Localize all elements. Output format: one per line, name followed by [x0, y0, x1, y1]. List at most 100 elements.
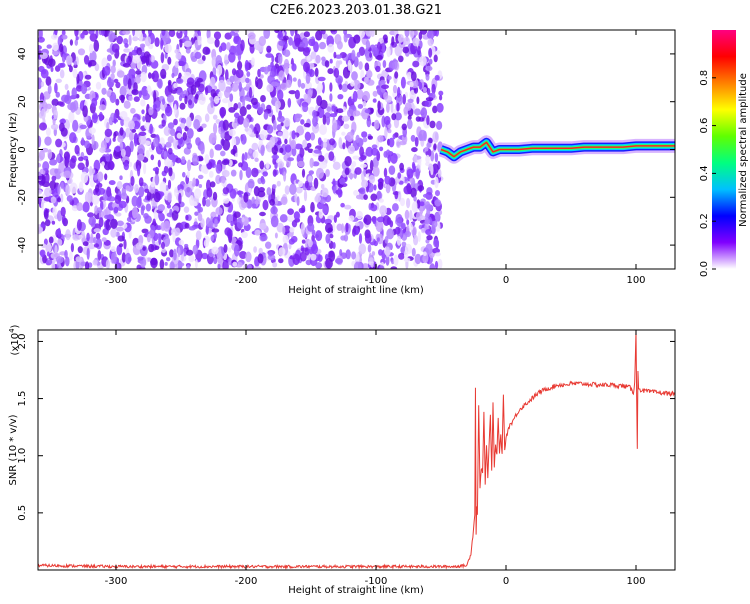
noise-blob: [63, 170, 72, 179]
noise-blob: [70, 243, 74, 253]
noise-blob: [317, 82, 323, 93]
noise-blob: [60, 206, 66, 217]
noise-blob: [169, 261, 175, 269]
colorbar: 0.0 0.2 0.4 0.6 0.8 Normalized spectral ampl…: [699, 30, 749, 277]
noise-blob: [81, 137, 85, 146]
noise-blob: [176, 78, 184, 84]
noise-blob: [432, 105, 438, 114]
noise-blob: [233, 211, 241, 218]
noise-blob: [123, 100, 131, 109]
noise-blob: [304, 131, 311, 141]
noise-blob: [130, 107, 136, 114]
noise-blob: [384, 175, 391, 185]
noise-blob: [101, 57, 108, 69]
noise-blob: [88, 216, 96, 226]
noise-blob: [138, 186, 145, 198]
noise-blob: [214, 38, 220, 48]
noise-blob: [304, 81, 313, 90]
noise-blob: [79, 124, 87, 130]
snr-x-axis-label: Height of straight line (km): [288, 585, 424, 596]
noise-blob: [178, 239, 184, 246]
noise-blob: [177, 247, 181, 258]
noise-blob: [316, 167, 324, 179]
noise-blob: [349, 98, 355, 104]
noise-blob: [85, 159, 89, 168]
noise-blob: [418, 81, 423, 90]
noise-blob: [266, 124, 274, 134]
noise-blob: [394, 190, 399, 200]
y-tick-label: 2.0: [17, 333, 28, 349]
noise-blob: [367, 244, 372, 253]
noise-blob: [426, 30, 435, 40]
noise-blob: [375, 65, 381, 73]
noise-blob: [373, 240, 378, 247]
noise-blob: [366, 70, 373, 79]
noise-blob: [47, 84, 52, 95]
noise-blob: [116, 181, 123, 190]
noise-blob: [343, 234, 349, 242]
noise-blob: [132, 30, 136, 37]
noise-blob: [312, 161, 320, 167]
noise-blob: [392, 133, 396, 140]
noise-blob: [76, 219, 82, 231]
noise-blob: [110, 246, 116, 253]
noise-blob: [378, 265, 385, 269]
noise-blob: [322, 33, 328, 40]
noise-blob: [173, 118, 178, 126]
noise-blob: [369, 52, 373, 58]
noise-blob: [276, 195, 280, 200]
noise-blob: [301, 37, 309, 49]
noise-blob: [54, 82, 58, 94]
noise-blob: [254, 157, 259, 162]
noise-blob: [329, 82, 333, 92]
noise-blob: [217, 263, 221, 269]
noise-blob: [113, 78, 119, 83]
noise-blob: [323, 138, 328, 143]
noise-blob: [131, 89, 139, 96]
noise-blob: [200, 218, 205, 228]
noise-blob: [105, 259, 110, 269]
noise-blob: [152, 70, 159, 83]
noise-blob: [211, 228, 220, 233]
noise-blob: [200, 143, 205, 155]
noise-blob: [108, 30, 115, 43]
noise-blob: [266, 143, 271, 151]
noise-blob: [309, 132, 316, 141]
noise-blob: [365, 30, 373, 37]
noise-blob: [43, 209, 49, 220]
noise-blob: [258, 36, 266, 47]
noise-blob: [212, 191, 218, 201]
noise-blob: [419, 205, 424, 215]
noise-blob: [111, 43, 120, 53]
noise-blob: [209, 148, 214, 159]
noise-blob: [314, 67, 319, 78]
noise-blob: [271, 184, 277, 189]
noise-blob: [167, 179, 172, 190]
noise-blob: [167, 56, 172, 65]
noise-blob: [38, 162, 42, 168]
noise-blob: [109, 160, 114, 171]
noise-blob: [80, 171, 89, 184]
noise-blob: [195, 137, 201, 146]
noise-blob: [382, 215, 390, 226]
noise-blob: [425, 154, 430, 164]
noise-blob: [166, 257, 171, 262]
noise-blob: [214, 218, 218, 228]
noise-blob: [47, 149, 53, 160]
noise-blob: [82, 105, 88, 118]
noise-blob: [417, 231, 421, 243]
noise-blob: [75, 256, 82, 262]
noise-blob: [185, 214, 189, 221]
noise-blob: [137, 165, 141, 177]
noise-blob: [407, 119, 413, 130]
noise-blob: [155, 225, 162, 231]
noise-blob: [104, 214, 111, 220]
noise-blob: [409, 81, 414, 88]
noise-blob: [326, 106, 332, 112]
noise-blob: [38, 36, 45, 43]
noise-blob: [54, 30, 58, 36]
noise-blob: [367, 135, 373, 140]
noise-blob: [140, 55, 148, 63]
noise-blob: [116, 220, 124, 227]
noise-blob: [397, 172, 402, 179]
